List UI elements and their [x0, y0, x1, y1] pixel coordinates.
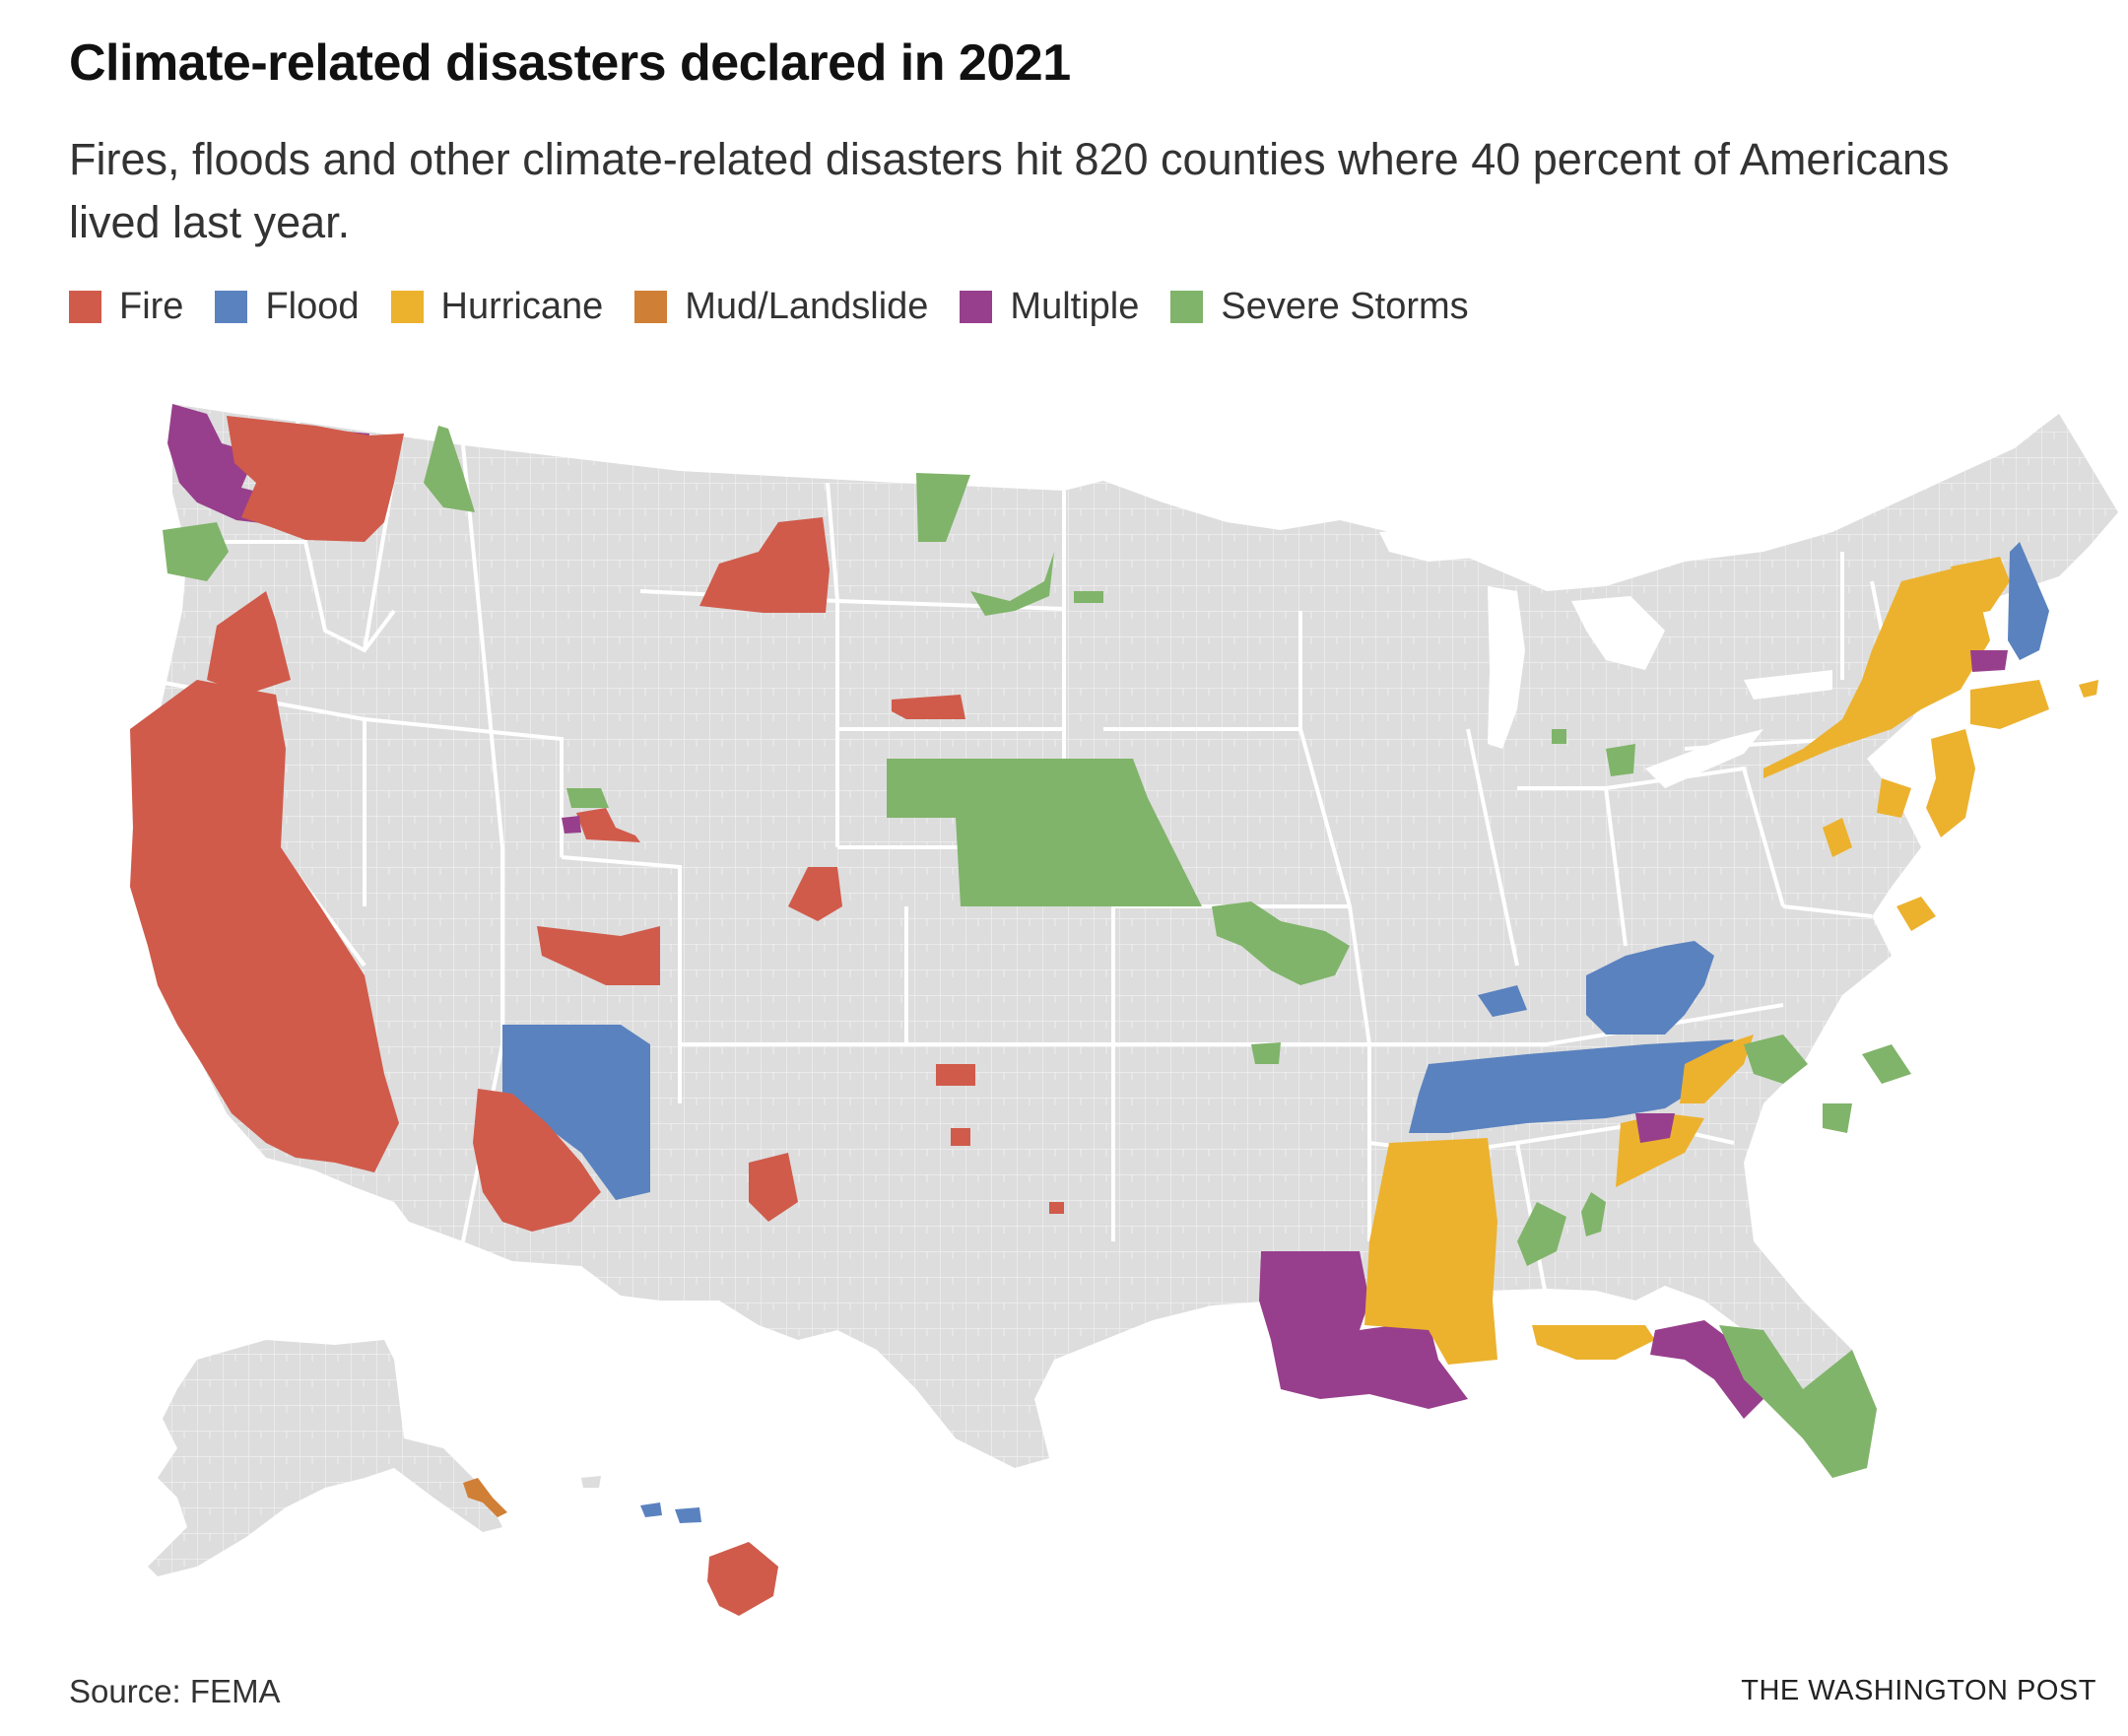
region-oregon-storms	[163, 522, 229, 581]
publisher-credit: THE WASHINGTON POST	[1741, 1675, 2096, 1706]
region-florida-panhandle-hurricane	[1532, 1325, 1655, 1360]
lake-superior	[1379, 527, 1517, 562]
region-oklahoma-fire	[936, 1064, 975, 1086]
region-michigan-storms	[1606, 744, 1635, 776]
legend-swatch-hurricane	[390, 291, 424, 323]
legend-swatch-flood	[215, 291, 248, 323]
region-pennsylvania-hurricane	[1823, 818, 1852, 857]
region-pennsylvania-hurricane-2	[1877, 778, 1911, 818]
region-new-york-hurricane	[1763, 567, 1990, 778]
region-mississippi-hurricane	[1364, 1138, 1497, 1365]
region-new-jersey-hurricane	[1926, 729, 1975, 837]
region-new-mexico-fire	[749, 1153, 798, 1222]
legend-swatch-severe-storms	[1170, 291, 1204, 323]
region-maryland-hurricane	[1896, 897, 1936, 931]
region-vermont-hurricane	[1951, 557, 2010, 616]
region-montana-fire	[699, 517, 830, 613]
region-hawaii-flood	[640, 1502, 662, 1517]
region-south-dakota-fire	[892, 695, 965, 719]
region-california-fire	[130, 680, 399, 1172]
legend-item-flood: Flood	[215, 286, 360, 328]
region-nebraska-storms	[887, 759, 1202, 906]
region-massachusetts-multiple	[1970, 650, 2008, 672]
legend-label-fire: Fire	[119, 286, 184, 327]
us-county-map	[69, 355, 2118, 1645]
source-note: Source: FEMA	[69, 1673, 281, 1709]
region-utah-fire-south	[537, 926, 660, 985]
region-north-dakota-storms-3	[1074, 591, 1103, 603]
region-utah-multiple	[562, 816, 581, 834]
legend: Fire Flood Hurricane Mud/Landslide Multi…	[69, 286, 1500, 328]
region-kentucky-flood-2	[1478, 985, 1527, 1017]
legend-swatch-mud-landslide	[634, 291, 668, 323]
region-new-hampshire-flood	[2008, 542, 2049, 660]
region-arizona-fire	[473, 1089, 601, 1232]
region-florida-storms	[1719, 1325, 1877, 1478]
chart-title: Climate-related disasters declared in 20…	[69, 34, 1071, 92]
region-missouri-storms	[1212, 901, 1350, 985]
region-appalachia-hurricane	[1680, 1035, 1754, 1103]
region-rhode-island-hurricane	[2079, 680, 2098, 698]
region-hawaii-flood-2	[675, 1507, 701, 1523]
legend-label-severe-storms: Severe Storms	[1221, 286, 1469, 327]
region-alaska-landslide	[463, 1478, 507, 1517]
region-washington-fire	[227, 416, 404, 542]
region-oklahoma-fire-3	[1049, 1202, 1064, 1214]
region-georgia-multiple	[1635, 1113, 1675, 1143]
region-north-dakota-storms-2	[970, 552, 1054, 616]
legend-item-multiple: Multiple	[960, 286, 1139, 328]
region-oregon-fire	[207, 591, 291, 695]
lake-michigan	[1488, 586, 1525, 749]
alaska-county-grid	[148, 1340, 502, 1576]
region-utah-storms	[566, 788, 609, 808]
region-louisiana-multiple	[1259, 1251, 1468, 1409]
lake-ontario	[1744, 670, 1832, 700]
legend-item-fire: Fire	[69, 286, 183, 328]
legend-label-multiple: Multiple	[1010, 286, 1140, 327]
region-colorado-fire	[788, 867, 842, 921]
region-missouri-storms-2	[1251, 1042, 1281, 1064]
region-utah-fire	[576, 808, 640, 842]
region-virginia-storms	[1744, 1035, 1808, 1084]
region-oklahoma-fire-2	[951, 1128, 970, 1146]
legend-label-flood: Flood	[265, 286, 360, 327]
chart-subtitle: Fires, floods and other climate-related …	[69, 134, 1950, 247]
region-alabama-storms	[1517, 1202, 1566, 1266]
legend-item-severe-storms: Severe Storms	[1170, 286, 1469, 328]
lake-huron	[1571, 596, 1665, 670]
legend-label-hurricane: Hurricane	[440, 286, 604, 327]
legend-label-mud-landslide: Mud/Landslide	[685, 286, 929, 327]
region-connecticut-hurricane	[1970, 680, 2049, 729]
region-michigan-storms-2	[1552, 729, 1566, 744]
legend-swatch-multiple	[960, 291, 993, 323]
region-carolina-storms	[1862, 1044, 1911, 1084]
legend-swatch-fire	[69, 291, 101, 323]
contiguous-us-county-grid	[130, 404, 2118, 1478]
region-hawaii-fire	[707, 1542, 778, 1616]
legend-item-hurricane: Hurricane	[390, 286, 604, 328]
hawaii-small-island	[581, 1476, 601, 1488]
region-idaho-panhandle-storms	[424, 426, 475, 512]
map-svg	[130, 404, 2118, 1616]
region-kentucky-flood	[1586, 941, 1714, 1035]
region-georgia-hurricane	[1616, 1113, 1704, 1187]
region-north-dakota-storms	[916, 473, 970, 542]
region-carolina-storms-2	[1823, 1103, 1852, 1133]
region-alabama-storms-2	[1581, 1192, 1606, 1236]
region-tennessee-flood	[1409, 1039, 1734, 1133]
legend-item-mud-landslide: Mud/Landslide	[634, 286, 928, 328]
region-arizona-flood	[502, 1025, 650, 1200]
